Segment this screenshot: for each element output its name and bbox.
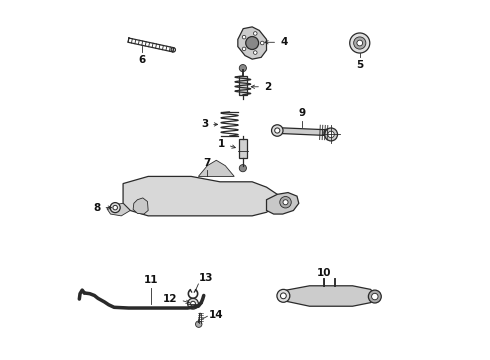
Circle shape bbox=[280, 197, 291, 208]
Circle shape bbox=[242, 35, 246, 39]
Circle shape bbox=[324, 128, 338, 141]
Text: 9: 9 bbox=[299, 108, 306, 118]
Circle shape bbox=[280, 293, 286, 299]
Text: 6: 6 bbox=[139, 55, 146, 65]
Text: 8: 8 bbox=[93, 203, 100, 213]
Polygon shape bbox=[133, 198, 148, 214]
Polygon shape bbox=[267, 193, 299, 214]
Circle shape bbox=[324, 129, 331, 136]
Text: 10: 10 bbox=[317, 268, 331, 278]
Circle shape bbox=[354, 37, 366, 49]
Text: 7: 7 bbox=[203, 158, 210, 168]
Polygon shape bbox=[281, 286, 378, 306]
Text: 2: 2 bbox=[264, 82, 271, 92]
Circle shape bbox=[350, 33, 370, 53]
Circle shape bbox=[196, 321, 202, 327]
Text: 14: 14 bbox=[209, 310, 224, 320]
Circle shape bbox=[242, 47, 246, 51]
Polygon shape bbox=[238, 27, 267, 59]
Circle shape bbox=[277, 289, 290, 302]
Circle shape bbox=[110, 203, 120, 213]
Circle shape bbox=[368, 290, 381, 303]
Circle shape bbox=[239, 165, 246, 172]
Circle shape bbox=[113, 205, 118, 210]
Circle shape bbox=[357, 40, 363, 46]
Text: 5: 5 bbox=[356, 59, 364, 69]
Polygon shape bbox=[123, 176, 277, 216]
Circle shape bbox=[245, 37, 259, 49]
Text: 12: 12 bbox=[163, 294, 177, 304]
Text: 4: 4 bbox=[281, 37, 288, 47]
Polygon shape bbox=[198, 160, 234, 176]
Polygon shape bbox=[107, 203, 130, 216]
Circle shape bbox=[283, 200, 288, 205]
Text: 11: 11 bbox=[144, 275, 158, 285]
Circle shape bbox=[271, 125, 283, 136]
Circle shape bbox=[275, 128, 280, 133]
Circle shape bbox=[191, 301, 196, 306]
Circle shape bbox=[328, 131, 334, 138]
Circle shape bbox=[371, 293, 378, 300]
Bar bbox=[239, 139, 247, 158]
Circle shape bbox=[188, 298, 198, 309]
Bar bbox=[239, 76, 247, 95]
Circle shape bbox=[253, 51, 257, 54]
Circle shape bbox=[253, 32, 257, 35]
Text: 1: 1 bbox=[218, 139, 225, 149]
Polygon shape bbox=[277, 128, 328, 135]
Text: 3: 3 bbox=[201, 120, 208, 129]
Circle shape bbox=[239, 64, 246, 72]
Text: 13: 13 bbox=[199, 273, 214, 283]
Circle shape bbox=[260, 41, 264, 45]
